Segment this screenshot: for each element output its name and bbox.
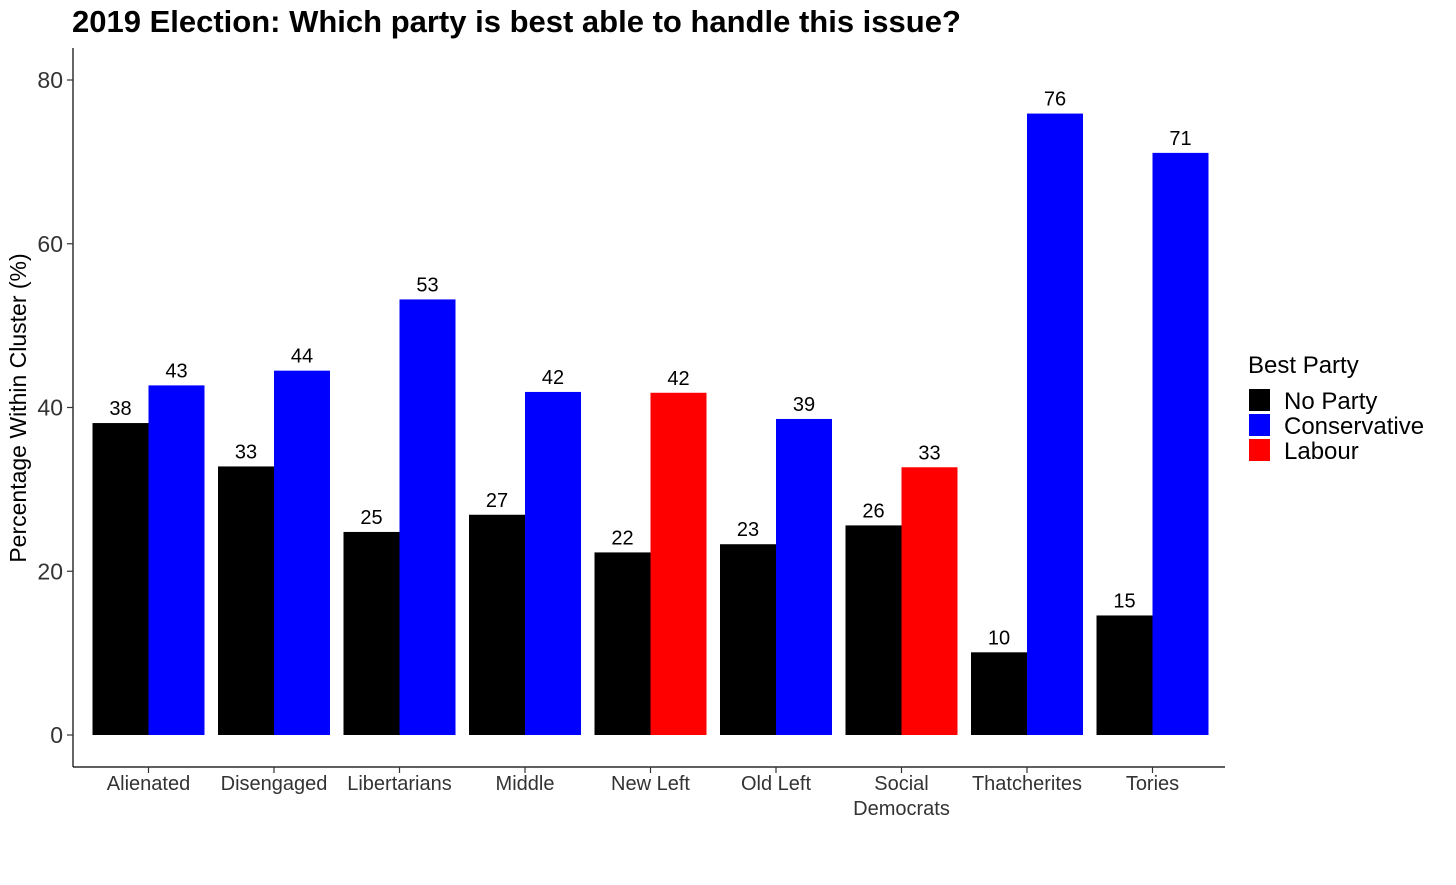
bar	[343, 531, 400, 735]
y-axis-title: Percentage Within Cluster (%)	[5, 253, 31, 562]
legend-label: No Party	[1284, 388, 1377, 415]
bar	[469, 514, 525, 735]
data-label: 53	[416, 274, 438, 296]
data-label: 42	[667, 368, 689, 390]
bar	[148, 385, 205, 735]
x-tick-label: Alienated	[107, 773, 190, 795]
y-tick-label: 0	[50, 722, 63, 748]
legend-label: Labour	[1284, 438, 1359, 465]
data-label: 43	[165, 360, 187, 382]
y-tick-label: 80	[37, 67, 63, 93]
bar	[971, 652, 1027, 735]
data-label: 33	[918, 442, 940, 464]
legend-swatch	[1249, 414, 1270, 436]
data-label: 71	[1169, 128, 1191, 150]
bar	[650, 392, 707, 735]
bar	[399, 299, 456, 735]
data-label: 38	[109, 398, 131, 420]
bar	[218, 466, 274, 735]
bar	[720, 544, 776, 735]
bar	[1027, 113, 1083, 736]
y-tick-label: 40	[37, 395, 63, 421]
x-tick-label: Thatcherites	[972, 773, 1082, 795]
bar	[525, 391, 581, 735]
legend-title: Best Party	[1248, 352, 1359, 379]
x-tick-label: Disengaged	[221, 773, 328, 795]
data-label: 42	[542, 367, 564, 389]
data-label: 10	[988, 627, 1010, 649]
x-tick-label: Tories	[1126, 773, 1179, 795]
x-tick-label: New Left	[611, 773, 690, 795]
x-tick-label: Democrats	[853, 798, 950, 820]
data-label: 27	[486, 490, 508, 512]
bar	[594, 552, 651, 735]
bar	[1152, 152, 1209, 735]
bar	[776, 418, 832, 735]
bar	[1096, 615, 1153, 735]
bar	[274, 370, 330, 735]
data-label: 23	[737, 519, 759, 541]
bar	[92, 423, 149, 735]
data-label: 76	[1044, 89, 1066, 111]
bars-group	[92, 113, 1209, 736]
x-tick-label: Old Left	[741, 773, 811, 795]
bar	[845, 525, 902, 735]
x-tick-label: Libertarians	[347, 773, 452, 795]
bar	[901, 467, 958, 735]
y-tick-label: 60	[37, 231, 63, 257]
x-tick-label: Middle	[496, 773, 555, 795]
data-label: 15	[1113, 590, 1135, 612]
data-labels-group: 38 43 33 44 25 53 27 42 22 42 23 39 26 33 10 76 15 71	[109, 89, 1191, 650]
legend-swatch	[1249, 439, 1270, 461]
data-label: 22	[611, 527, 633, 549]
x-axis: Alienated Disengaged Libertarians Middle New…	[73, 766, 1225, 820]
x-tick-label: Social	[874, 773, 928, 795]
y-axis: 0 20 40 60 80	[37, 48, 74, 767]
legend-label: Conservative	[1284, 413, 1424, 440]
chart-title: 2019 Election: Which party is best able …	[72, 4, 961, 39]
y-tick-label: 20	[37, 558, 63, 584]
data-label: 44	[291, 346, 313, 368]
data-label: 33	[235, 441, 257, 463]
data-label: 25	[360, 507, 382, 529]
data-label: 39	[793, 394, 815, 416]
legend-swatch	[1249, 389, 1270, 411]
data-label: 26	[862, 500, 884, 522]
